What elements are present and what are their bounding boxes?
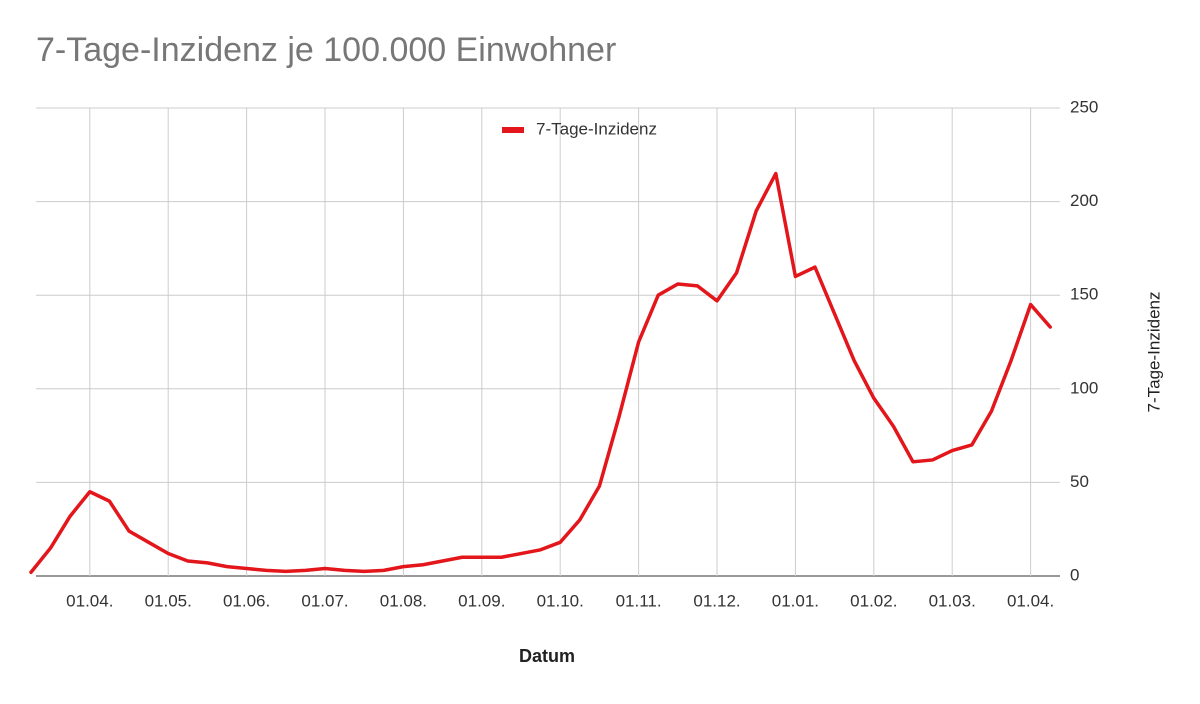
legend-swatch [502,127,524,133]
x-tick-label: 01.03. [929,591,976,610]
y-tick-label: 150 [1070,285,1098,304]
y-tick-label: 100 [1070,378,1098,397]
x-tick-label: 01.04. [66,591,113,610]
x-tick-label: 01.06. [223,591,270,610]
x-tick-label: 01.11. [616,591,662,610]
x-axis-title: Datum [519,646,575,666]
legend-label: 7-Tage-Inzidenz [536,119,657,138]
data-line [29,171,1052,575]
x-tick-label: 01.01. [772,591,819,610]
y-tick-label: 0 [1070,565,1079,584]
x-tick-label: 01.02. [850,591,897,610]
chart-title: 7-Tage-Inzidenz je 100.000 Einwohner [36,31,616,69]
x-tick-label: 01.08. [380,591,427,610]
y-axis-title: 7-Tage-Inzidenz [1144,292,1163,413]
x-tick-label: 01.10. [537,591,584,610]
x-tick-label: 01.05. [145,591,192,610]
x-tick-label: 01.12. [693,591,740,610]
y-tick-label: 250 [1070,97,1098,116]
y-tick-label: 50 [1070,472,1089,491]
x-tick-label: 01.07. [301,591,348,610]
x-tick-label: 01.09. [458,591,505,610]
x-tick-label: 01.04. [1007,591,1054,610]
y-tick-label: 200 [1070,191,1098,210]
